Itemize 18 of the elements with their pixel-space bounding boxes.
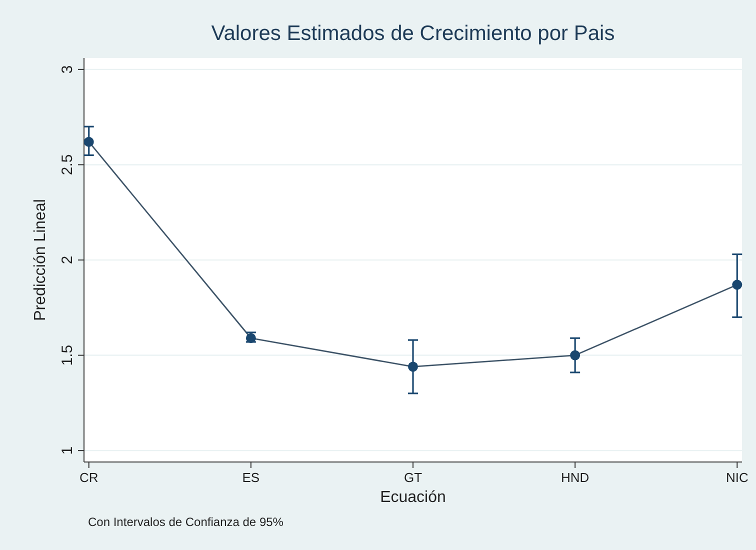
x-tick-label: NIC: [726, 470, 748, 485]
point: [84, 136, 94, 147]
x-tick-label: CR: [79, 470, 98, 485]
text: Con Intervalos de Confianza de 95%: [88, 515, 284, 529]
x-axis-title: Ecuación: [380, 489, 446, 506]
y-tick-label: 3: [59, 65, 76, 74]
x-tick-label: GT: [404, 470, 422, 485]
y-axis-title: Predicción Lineal: [32, 199, 49, 321]
point: [732, 280, 742, 290]
chart-title: Valores Estimados de Crecimiento por Pais: [211, 22, 615, 45]
y-tick-label: 2: [59, 256, 76, 264]
x-tick-label: HND: [560, 470, 590, 485]
x-tick-label: ES: [242, 470, 260, 485]
y-tick-label: 1.5: [59, 344, 76, 366]
y-tick-label: 2.5: [59, 154, 76, 176]
point: [570, 350, 580, 360]
y-tick-label: 1: [59, 446, 76, 455]
point: [408, 362, 418, 372]
